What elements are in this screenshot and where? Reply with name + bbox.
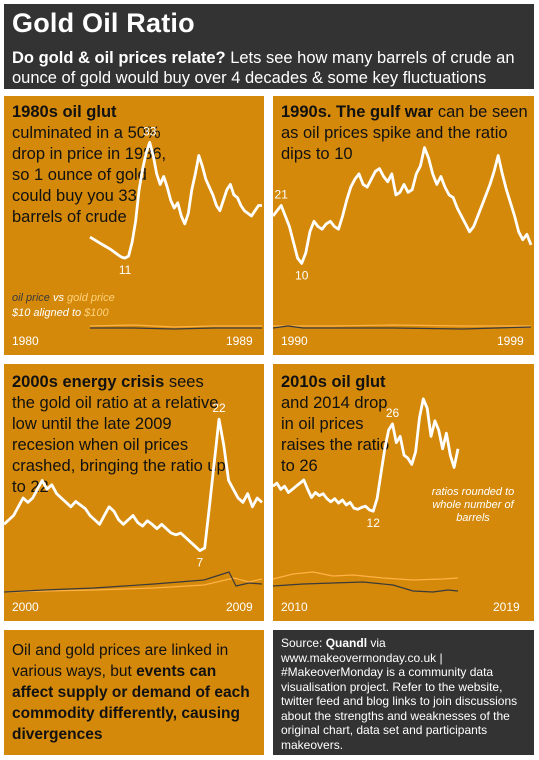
chart-1990s-svg: 21 10 bbox=[273, 146, 533, 330]
source-box: Source: Quandl via www.makeovermonday.co… bbox=[273, 630, 534, 755]
panel-2000s-heading: 2000s energy crisis bbox=[12, 373, 165, 391]
source-detail: via www.makeovermonday.co.uk | #Makeover… bbox=[281, 636, 518, 752]
legend-line2b: $100 bbox=[84, 307, 109, 319]
annotation-label: 10 bbox=[295, 268, 309, 282]
gold-price-line bbox=[273, 571, 459, 581]
insight-emphasis: events can affect supply or demand of ea… bbox=[12, 663, 250, 743]
mini-price-lines bbox=[89, 324, 262, 330]
annotation-label: 7 bbox=[197, 556, 204, 570]
annotation-label: 11 bbox=[119, 263, 132, 277]
panel-1990s-body: can be seen as oil prices spike and the … bbox=[281, 103, 528, 163]
ratio-line bbox=[273, 146, 533, 265]
mini-price-lines bbox=[273, 324, 532, 330]
chart-2000s-svg: 22 7 bbox=[4, 401, 263, 593]
source-name: Quandl bbox=[325, 636, 368, 650]
annotation-label: 26 bbox=[386, 406, 400, 420]
chart-panel-2000s: 2000s energy crisis sees the gold oil ra… bbox=[4, 364, 264, 621]
x-end-label: 1999 bbox=[497, 334, 524, 348]
panel-1980s-heading: 1980s oil glut bbox=[12, 103, 117, 121]
x-start-label: 1990 bbox=[281, 334, 308, 348]
panel-1980s-text: 1980s oil glut culminated in a 50% drop … bbox=[12, 102, 172, 228]
insight-box: Oil and gold prices are linked in variou… bbox=[4, 630, 264, 755]
chart-panel-1980s: 1980s oil glut culminated in a 50% drop … bbox=[4, 96, 264, 355]
x-start-label: 2000 bbox=[12, 600, 39, 614]
legend: oil price vs gold price $10 aligned to $… bbox=[12, 291, 115, 321]
rounding-note: ratios rounded to whole number of barrel… bbox=[431, 486, 515, 524]
chart-panel-1990s: 1990s. The gulf war can be seen as oil p… bbox=[273, 96, 534, 355]
panel-2010s-heading: 2010s oil glut bbox=[281, 373, 386, 391]
panel-2010s-text: 2010s oil glut and 2014 drop in oil pric… bbox=[281, 372, 393, 477]
subtitle-question: Do gold & oil prices relate? bbox=[12, 49, 226, 67]
page-title: Gold Oil Ratio bbox=[12, 8, 195, 38]
panel-2000s-body: sees the gold oil ratio at a relative lo… bbox=[12, 373, 226, 496]
annotation-label: 12 bbox=[367, 516, 381, 530]
source-prefix: Source: bbox=[281, 636, 326, 650]
panel-2010s-body: and 2014 drop in oil prices raises the r… bbox=[281, 394, 390, 475]
ratio-line bbox=[4, 417, 263, 552]
x-end-label: 2019 bbox=[493, 600, 520, 614]
oil-price-line bbox=[273, 581, 459, 593]
oil-price-line bbox=[4, 571, 263, 593]
legend-oil: oil price bbox=[12, 292, 50, 304]
panel-2000s-text: 2000s energy crisis sees the gold oil ra… bbox=[12, 372, 227, 498]
chart-panel-2010s: 2010s oil glut and 2014 drop in oil pric… bbox=[273, 364, 534, 621]
ratio-line bbox=[89, 140, 262, 260]
x-start-label: 2010 bbox=[281, 600, 308, 614]
legend-line2a: $10 aligned to bbox=[12, 307, 85, 319]
insight-text: Oil and gold prices are linked in variou… bbox=[12, 640, 257, 745]
x-end-label: 2009 bbox=[226, 600, 253, 614]
panel-1980s-body: culminated in a 50% drop in price in 198… bbox=[12, 124, 167, 226]
oil-price-line bbox=[273, 325, 532, 330]
page-subtitle: Do gold & oil prices relate? Lets see ho… bbox=[12, 48, 532, 88]
oil-price-line bbox=[90, 327, 262, 330]
source-text: Source: Quandl via www.makeovermonday.co… bbox=[281, 636, 529, 752]
legend-gold: gold price bbox=[67, 292, 115, 304]
mini-price-lines bbox=[273, 571, 459, 593]
annotation-label: 21 bbox=[275, 188, 289, 202]
x-start-label: 1980 bbox=[12, 334, 39, 348]
mini-price-lines bbox=[4, 571, 263, 593]
annotation-label: 33 bbox=[143, 124, 157, 138]
subtitle-detail: Lets see how many barrels of crude an ou… bbox=[12, 49, 515, 87]
legend-vs: vs bbox=[49, 292, 68, 304]
panel-1990s-heading: 1990s. The gulf war bbox=[281, 103, 434, 121]
panel-1990s-text: 1990s. The gulf war can be seen as oil p… bbox=[281, 102, 529, 165]
ratio-line bbox=[273, 397, 460, 513]
chart-2010s-svg: 26 12 bbox=[273, 397, 460, 593]
header: Gold Oil Ratio Do gold & oil prices rela… bbox=[4, 4, 534, 89]
gold-price-line bbox=[4, 577, 263, 593]
x-end-label: 1989 bbox=[226, 334, 253, 348]
annotation-label: 22 bbox=[212, 401, 226, 415]
gold-price-line bbox=[89, 324, 262, 328]
insight-intro: Oil and gold prices are linked in variou… bbox=[12, 642, 229, 680]
chart-1980s-svg: 33 11 bbox=[89, 124, 262, 330]
gold-price-line bbox=[273, 324, 531, 327]
